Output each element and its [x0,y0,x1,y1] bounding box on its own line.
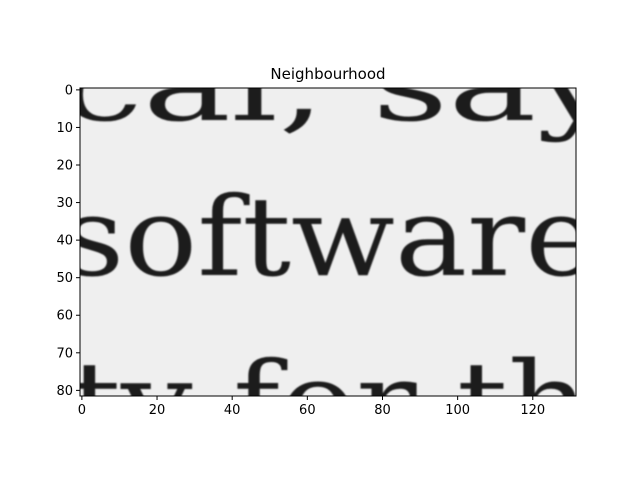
x-tick-label: 60 [299,403,316,418]
x-tick-label: 0 [78,403,86,418]
y-tick-label: 60 [56,309,73,324]
y-axis: 0 10 20 30 40 50 60 70 80 [56,83,80,399]
y-tick-label: 70 [56,346,73,361]
x-tick-label: 20 [149,403,166,418]
text-line-3: ty for thi [70,338,630,466]
y-tick-label: 0 [65,83,73,98]
paper-background [80,88,576,396]
x-tick-label: 40 [224,403,241,418]
image-area: cal, say software ty for thi [60,27,630,466]
y-tick-label: 30 [56,196,73,211]
text-line-1: cal, say [60,27,621,144]
x-axis: 0 20 40 60 80 100 120 [78,396,545,418]
y-tick-label: 80 [56,384,73,399]
plot-frame [79,87,577,397]
chart-title: Neighbourhood [270,65,385,83]
y-tick-label: 50 [56,271,73,286]
y-tick-label: 40 [56,234,73,249]
text-line-2: software [62,173,597,301]
y-tick-label: 20 [56,159,73,174]
y-tick-label: 10 [56,121,73,136]
x-tick-label: 80 [374,403,391,418]
x-tick-label: 120 [520,403,545,418]
x-tick-label: 100 [445,403,470,418]
